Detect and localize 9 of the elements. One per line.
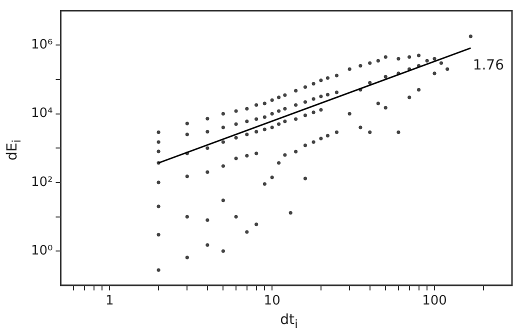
annotation: 1.76 xyxy=(472,57,504,74)
x-tick-label: 1 xyxy=(106,294,114,309)
x-tick-label: 10 xyxy=(264,294,280,309)
y-tick-label: 10⁰ xyxy=(30,243,53,258)
x-tick-label: 100 xyxy=(422,294,447,309)
y-tick-label: 10⁴ xyxy=(30,106,53,122)
y-tick-label: 10⁶ xyxy=(30,38,53,52)
y-tick-label: 10² xyxy=(30,174,53,190)
x-axis-title: dt$_{i}$ xyxy=(279,312,299,331)
